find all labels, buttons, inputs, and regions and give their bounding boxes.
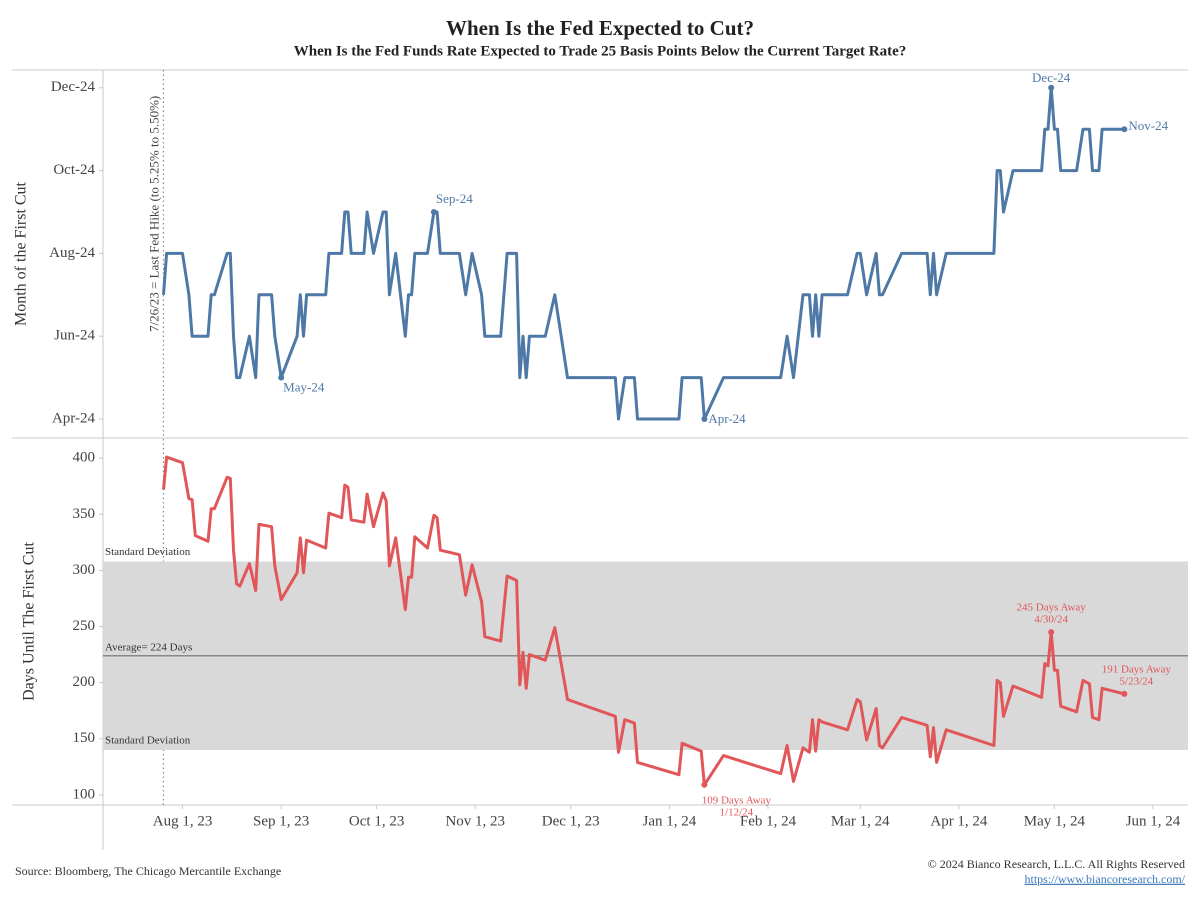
y-tick-label: 250: [73, 618, 96, 634]
copyright: © 2024 Bianco Research, L.L.C. All Right…: [928, 857, 1185, 871]
point-label: Dec-24: [1032, 70, 1071, 85]
x-tick-label: Mar 1, 24: [831, 813, 890, 829]
y-tick-label: 350: [73, 506, 96, 522]
x-tick-label: Dec 1, 23: [542, 813, 600, 829]
y-tick-label: Apr-24: [52, 410, 96, 426]
point-label: Sep-24: [436, 191, 473, 206]
point-label: 109 Days Away: [702, 794, 772, 806]
point-marker: [1048, 629, 1055, 636]
average-label: Average= 224 Days: [105, 641, 192, 653]
x-tick-label: Sep 1, 23: [253, 813, 309, 829]
x-tick-label: Aug 1, 23: [153, 813, 213, 829]
y-tick-label: Jun-24: [54, 328, 95, 344]
y-axis-title: Month of the First Cut: [13, 181, 30, 326]
data-line: [162, 86, 1125, 421]
point-marker: [1121, 126, 1128, 133]
point-marker: [278, 374, 285, 381]
point-label: 191 Days Away: [1102, 663, 1172, 675]
data-line: [162, 455, 1125, 787]
point-date-label: 4/30/24: [1034, 614, 1068, 626]
x-tick-label: Apr 1, 24: [930, 813, 988, 829]
url-link[interactable]: https://www.biancoresearch.com/: [1024, 872, 1185, 886]
chart-subtitle: When Is the Fed Funds Rate Expected to T…: [294, 43, 907, 59]
x-tick-label: Jan 1, 24: [642, 813, 696, 829]
y-tick-label: Oct-24: [53, 162, 95, 178]
band-label: Standard Deviation: [105, 735, 191, 747]
y-tick-label: 150: [73, 730, 96, 746]
point-label: Nov-24: [1128, 118, 1168, 133]
y-tick-label: Aug-24: [49, 245, 95, 261]
source: Source: Bloomberg, The Chicago Mercantil…: [15, 864, 281, 878]
point-label: 245 Days Away: [1017, 602, 1087, 614]
y-axis-title: Days Until The First Cut: [21, 542, 38, 701]
point-marker: [701, 781, 708, 788]
y-tick-label: 100: [73, 786, 96, 802]
point-date-label: 1/12/24: [720, 806, 754, 818]
y-tick-label: Dec-24: [51, 79, 96, 95]
point-marker: [430, 208, 437, 215]
y-tick-label: 400: [73, 450, 96, 466]
x-tick-label: Nov 1, 23: [445, 813, 505, 829]
point-date-label: 5/23/24: [1120, 675, 1154, 687]
x-tick-label: May 1, 24: [1024, 813, 1086, 829]
point-label: May-24: [283, 380, 325, 395]
y-tick-label: 300: [73, 562, 96, 578]
x-tick-label: Oct 1, 23: [349, 813, 404, 829]
point-marker: [1048, 84, 1055, 91]
band-label: Standard Deviation: [105, 546, 191, 558]
point-marker: [701, 415, 708, 422]
point-label: Apr-24: [708, 411, 746, 426]
x-tick-label: Feb 1, 24: [740, 813, 797, 829]
x-tick-label: Jun 1, 24: [1126, 813, 1181, 829]
chart-title: When Is the Fed Expected to Cut?: [446, 16, 754, 40]
y-tick-label: 200: [73, 674, 96, 690]
point-marker: [1121, 690, 1128, 697]
event-label: 7/26/23 = Last Fed Hike (to 5.25% to 5.5…: [146, 96, 161, 332]
